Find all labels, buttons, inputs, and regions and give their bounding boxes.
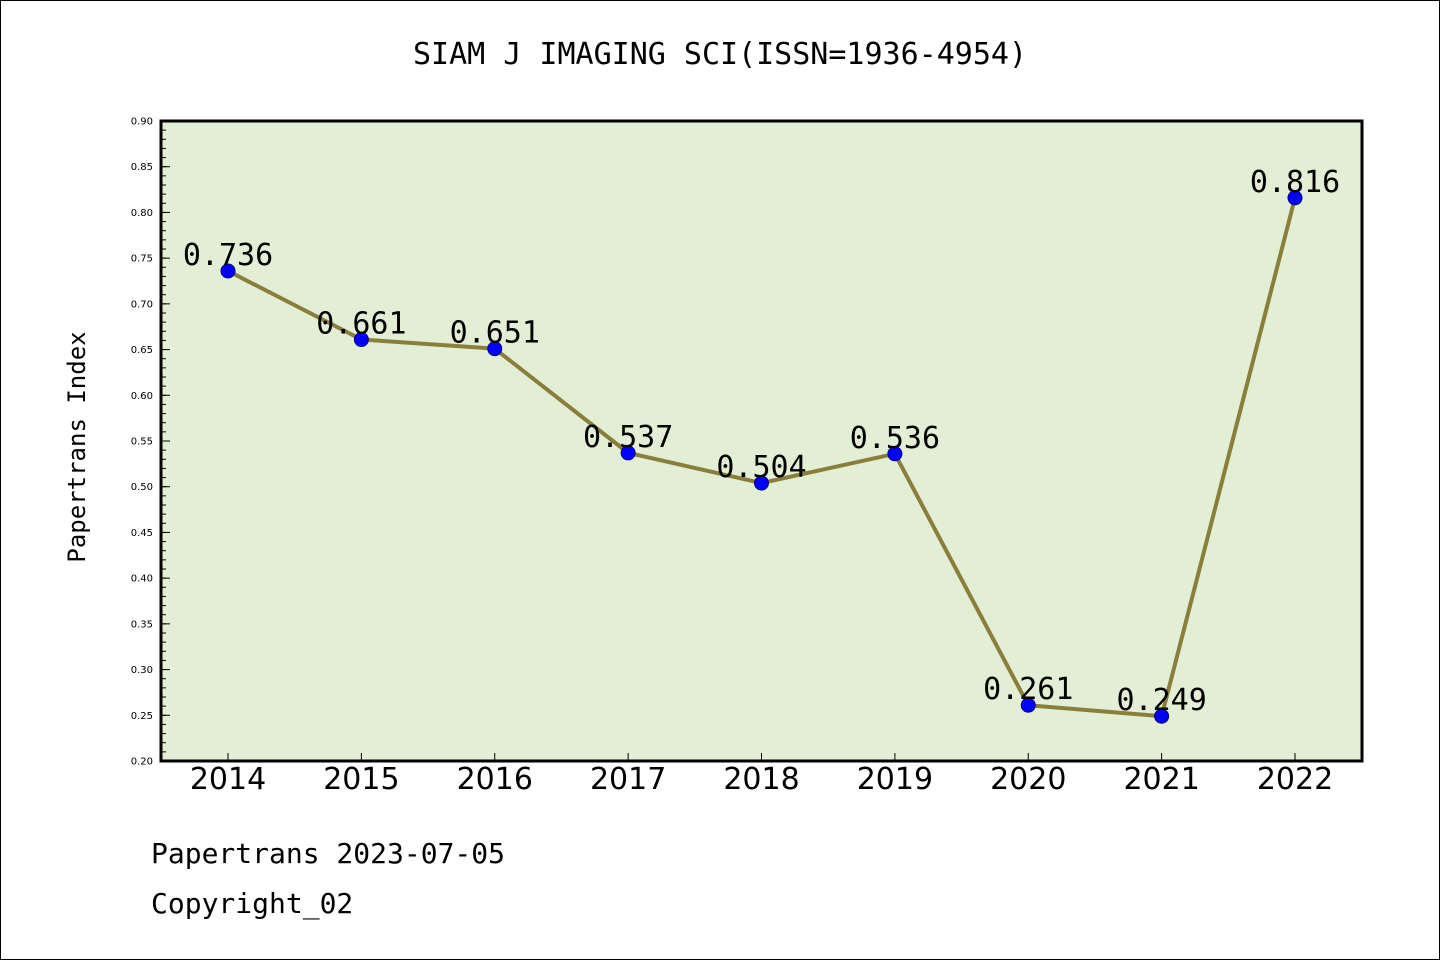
y-tick-label: 0.85 xyxy=(131,162,153,173)
data-label: 0.537 xyxy=(583,420,673,455)
data-label: 0.736 xyxy=(183,238,273,273)
footer-copyright-text: Copyright_02 xyxy=(151,887,354,920)
x-tick-label: 2020 xyxy=(990,762,1066,797)
data-point-marker xyxy=(353,332,369,348)
x-tick-label: 2022 xyxy=(1257,762,1333,797)
data-label: 0.816 xyxy=(1250,165,1340,200)
data-label: 0.651 xyxy=(450,316,540,351)
y-tick-label: 0.60 xyxy=(131,391,153,402)
data-point-marker xyxy=(754,475,769,491)
y-tick-label: 0.65 xyxy=(131,345,153,356)
x-tick-label: 2017 xyxy=(590,762,666,797)
data-point-marker xyxy=(620,445,636,461)
y-tick-label: 0.90 xyxy=(131,117,153,128)
x-tick-label: 2015 xyxy=(323,762,399,797)
y-tick-label: 0.45 xyxy=(131,528,153,539)
y-tick-label: 0.20 xyxy=(131,757,153,768)
data-label: 0.661 xyxy=(316,307,406,342)
footer-date-text: Papertrans 2023-07-05 xyxy=(151,837,506,870)
data-label: 0.249 xyxy=(1116,683,1206,718)
y-tick-label: 0.70 xyxy=(131,299,153,310)
y-tick-label: 0.35 xyxy=(131,619,153,630)
data-point-marker xyxy=(1287,190,1303,206)
data-point-marker xyxy=(887,446,903,462)
chart-title: SIAM J IMAGING SCI(ISSN=1936-4954) xyxy=(412,37,1028,72)
data-label: 0.536 xyxy=(850,421,940,456)
y-tick-label: 0.25 xyxy=(131,711,153,722)
data-point-marker xyxy=(220,263,236,279)
x-tick-label: 2019 xyxy=(857,762,933,797)
data-point-marker xyxy=(487,341,503,357)
data-point-marker xyxy=(1020,697,1036,713)
x-tick-label: 2018 xyxy=(723,762,799,797)
y-tick-label: 0.30 xyxy=(131,665,153,676)
y-tick-label: 0.40 xyxy=(131,574,153,585)
y-tick-label: 0.55 xyxy=(131,437,153,448)
data-point-marker xyxy=(1154,708,1170,724)
x-tick-label: 2014 xyxy=(190,762,266,797)
x-tick-label: 2016 xyxy=(457,762,533,797)
y-tick-label: 0.80 xyxy=(131,208,153,219)
y-tick-label: 0.50 xyxy=(131,482,153,493)
data-label: 0.261 xyxy=(983,672,1073,707)
x-tick-label: 2021 xyxy=(1123,762,1199,797)
plot-background xyxy=(161,121,1362,761)
plot-border xyxy=(159,119,1364,763)
data-label: 0.504 xyxy=(716,450,806,485)
y-tick-label: 0.75 xyxy=(131,254,153,265)
